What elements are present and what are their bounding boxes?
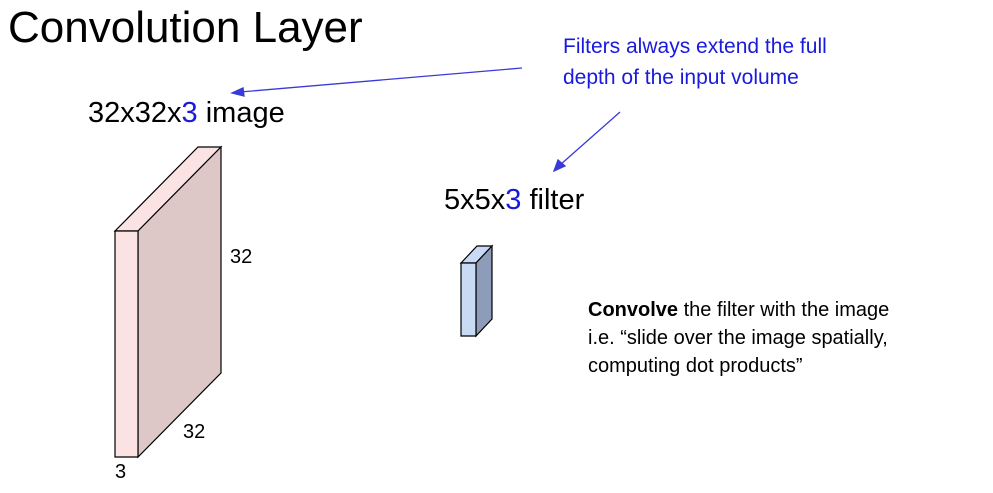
arrow-to-image-label bbox=[239, 67, 523, 93]
arrowhead-filter-icon bbox=[552, 158, 567, 173]
annotation-arrows bbox=[230, 67, 621, 173]
arrowhead-image-icon bbox=[230, 87, 245, 97]
convolve-line-2: i.e. “slide over the image spatially, bbox=[588, 327, 888, 349]
convolve-description: Convolve the filter with the image i.e. … bbox=[588, 296, 988, 380]
filter-suffix-text: filter bbox=[521, 184, 585, 216]
image-dims-text: 32x32x bbox=[88, 97, 182, 129]
filter-volume-front-face bbox=[460, 262, 477, 337]
image-depth-label: 3 bbox=[115, 461, 127, 483]
convolve-line-1: Convolve the filter with the image bbox=[588, 296, 988, 324]
filter-volume bbox=[459, 244, 494, 338]
image-volume-side-face bbox=[137, 145, 222, 459]
depth-annotation: Filters always extend the full depth of … bbox=[563, 31, 827, 93]
annotation-line-2: depth of the input volume bbox=[563, 66, 799, 89]
image-depth-text: 3 bbox=[181, 97, 198, 129]
image-height-label: 32 bbox=[230, 246, 253, 268]
annotation-line-1: Filters always extend the full bbox=[563, 35, 827, 58]
filter-volume-label: 5x5x3 filter bbox=[444, 183, 584, 217]
convolve-line-3: computing dot products” bbox=[588, 355, 803, 377]
slide-title: Convolution Layer bbox=[8, 3, 363, 52]
convolve-bold-word: Convolve bbox=[588, 299, 679, 321]
image-suffix-text: image bbox=[197, 97, 285, 129]
image-volume-label: 32x32x3 image bbox=[88, 96, 285, 130]
convolve-line-1-rest: the filter with the image bbox=[678, 299, 890, 321]
filter-depth-text: 3 bbox=[505, 184, 522, 216]
image-width-label: 32 bbox=[183, 421, 206, 443]
filter-dims-text: 5x5x bbox=[444, 184, 506, 216]
arrow-to-filter-label bbox=[559, 111, 621, 166]
image-volume bbox=[113, 145, 223, 459]
image-volume-front-face bbox=[114, 230, 139, 458]
